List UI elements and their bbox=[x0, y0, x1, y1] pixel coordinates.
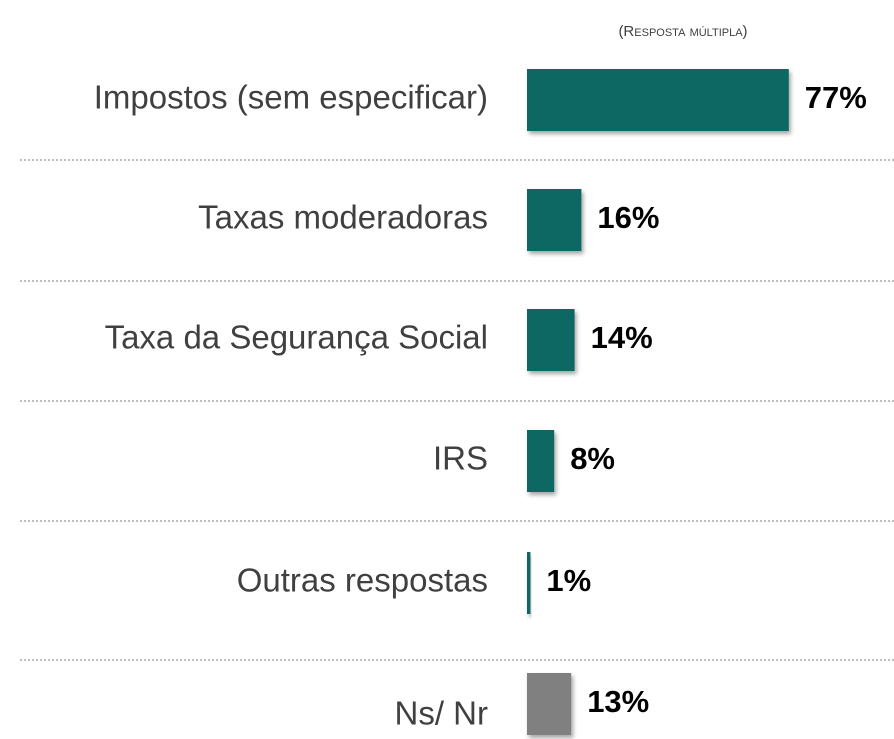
bar bbox=[527, 69, 789, 131]
value-label: 77% bbox=[805, 80, 867, 115]
bar bbox=[527, 430, 555, 492]
category-label: Taxa da Segurança Social bbox=[105, 319, 488, 356]
value-label: 14% bbox=[591, 320, 653, 355]
value-label: 8% bbox=[570, 441, 615, 476]
bar bbox=[527, 309, 575, 371]
chart-subtitle: (Resposta múltipla) bbox=[618, 23, 747, 40]
value-label: 13% bbox=[587, 684, 649, 719]
category-label: Impostos (sem especificar) bbox=[94, 79, 488, 116]
category-label: Ns/ Nr bbox=[395, 695, 489, 732]
bar bbox=[527, 552, 531, 614]
value-label: 16% bbox=[597, 200, 659, 235]
bar bbox=[527, 673, 572, 735]
value-label: 1% bbox=[546, 563, 591, 598]
category-label: Outras respostas bbox=[237, 562, 488, 599]
bar bbox=[527, 189, 582, 251]
category-label: IRS bbox=[433, 440, 488, 477]
category-label: Taxas moderadoras bbox=[198, 199, 488, 236]
